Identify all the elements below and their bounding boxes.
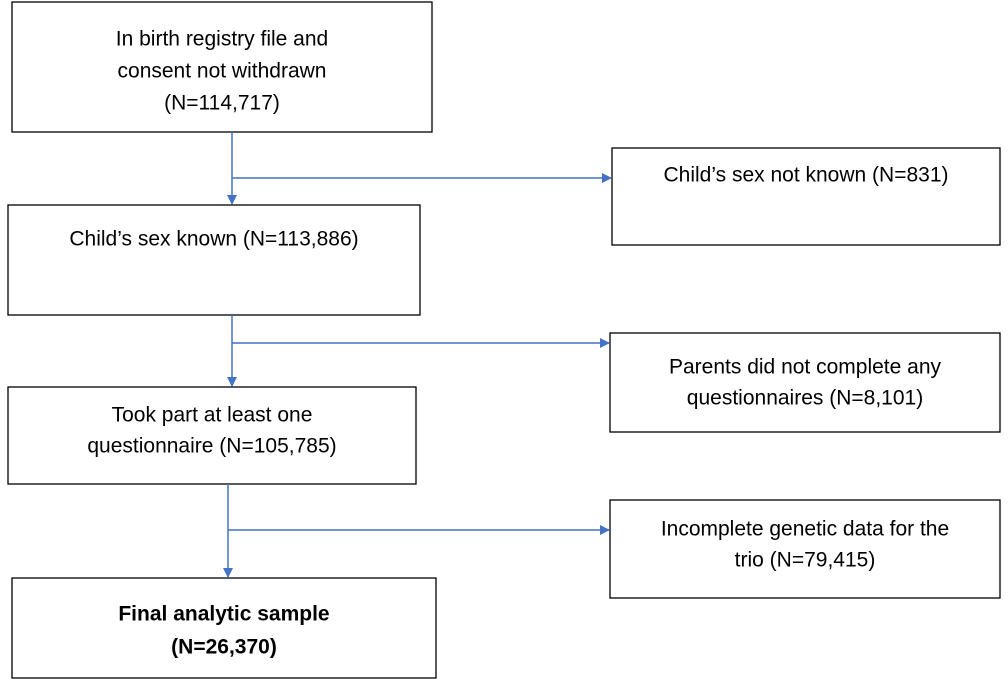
exclusion-box — [609, 499, 1001, 599]
exclusion-box — [611, 147, 1001, 246]
node-text: Final analytic sample — [118, 603, 329, 626]
box — [11, 577, 437, 679]
exclusion-text: questionnaires (N=8,101) — [687, 387, 923, 410]
node-text: Took part at least one — [112, 404, 313, 427]
node-text: (N=26,370) — [171, 636, 277, 659]
exclusion-text: Child’s sex not known (N=831) — [663, 164, 948, 187]
node-text: consent not withdrawn — [118, 60, 327, 83]
box — [7, 204, 421, 316]
exclusion-box — [609, 332, 1001, 433]
node-text: In birth registry file and — [116, 28, 328, 51]
exclusion-text: Incomplete genetic data for the — [661, 518, 949, 541]
node-text: (N=114,717) — [164, 92, 280, 115]
box — [7, 386, 417, 485]
node-text: Child’s sex known (N=113,886) — [69, 228, 358, 251]
node-text: questionnaire (N=105,785) — [87, 435, 336, 458]
exclusion-text: trio (N=79,415) — [735, 549, 876, 572]
exclusion-text: Parents did not complete any — [669, 356, 941, 379]
box — [11, 1, 433, 133]
